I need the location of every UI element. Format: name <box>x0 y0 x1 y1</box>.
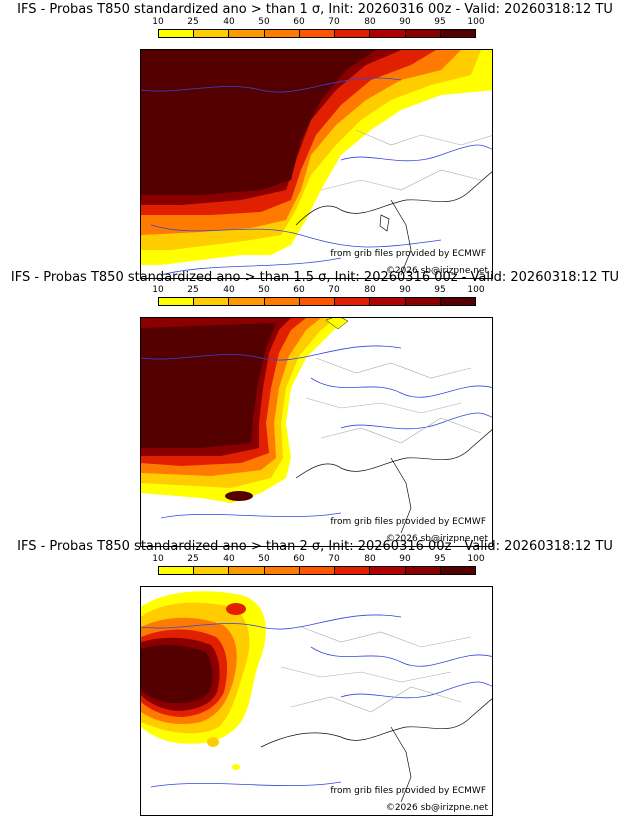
colorbar-swatch <box>440 30 475 37</box>
tick-label: 10 <box>152 554 164 564</box>
map-graphic <box>141 318 492 534</box>
tick-label: 100 <box>467 17 485 27</box>
tick-label: 40 <box>223 285 235 295</box>
tick-label: 95 <box>434 554 446 564</box>
copyright: ©2026 sb@irizpne.net <box>385 534 488 544</box>
colorbar-swatch <box>440 567 475 574</box>
copyright: ©2026 sb@irizpne.net <box>385 803 488 813</box>
colorbar-swatch <box>440 298 475 305</box>
tick-label: 70 <box>328 17 340 27</box>
source-credit: from grib files provided by ECMWF <box>330 249 486 259</box>
tick-label: 10 <box>152 285 164 295</box>
tick-label: 50 <box>258 17 270 27</box>
colorbar-swatch <box>194 567 230 574</box>
colorbar-swatch <box>229 30 265 37</box>
colorbar-swatch <box>299 567 336 574</box>
colorbar-labels: 10 25 40 50 60 70 80 90 95 100 <box>140 285 496 297</box>
colorbar-swatch <box>405 298 441 305</box>
colorbar-labels: 10 25 40 50 60 70 80 90 95 100 <box>140 554 496 566</box>
tick-label: 50 <box>258 554 270 564</box>
colorbar-labels: 10 25 40 50 60 70 80 90 95 100 <box>140 17 496 29</box>
map-panel-3: IFS - Probas T850 standardized ano > tha… <box>0 539 630 816</box>
tick-label: 60 <box>293 17 305 27</box>
colorbar-swatch <box>159 567 195 574</box>
tick-label: 70 <box>328 285 340 295</box>
colorbar-swatch <box>299 298 336 305</box>
tick-label: 60 <box>293 285 305 295</box>
tick-label: 50 <box>258 285 270 295</box>
colorbar-swatch <box>405 567 441 574</box>
colorbar-swatch <box>264 30 300 37</box>
colorbar-swatch <box>405 30 441 37</box>
colorbar-swatch <box>194 30 230 37</box>
colorbar-swatch <box>335 298 371 305</box>
colorbar-swatch <box>264 567 300 574</box>
colorbar <box>158 29 476 38</box>
tick-label: 90 <box>399 554 411 564</box>
source-credit: from grib files provided by ECMWF <box>330 517 486 527</box>
colorbar-swatch <box>335 30 371 37</box>
copyright: ©2026 sb@irizpne.net <box>385 266 488 276</box>
colorbar-swatch <box>299 30 336 37</box>
map-panel-2: IFS - Probas T850 standardized ano > tha… <box>0 270 630 547</box>
tick-label: 90 <box>399 285 411 295</box>
colorbar-swatch <box>264 298 300 305</box>
colorbar-swatch <box>159 30 195 37</box>
tick-label: 40 <box>223 17 235 27</box>
map-panel-1: IFS - Probas T850 standardized ano > tha… <box>0 2 630 279</box>
colorbar-swatch <box>229 298 265 305</box>
colorbar <box>158 566 476 575</box>
tick-label: 100 <box>467 554 485 564</box>
tick-label: 60 <box>293 554 305 564</box>
tick-label: 25 <box>187 285 199 295</box>
probability-map: from grib files provided by ECMWF ©2026 … <box>140 317 493 547</box>
tick-label: 95 <box>434 285 446 295</box>
colorbar-swatch <box>370 298 406 305</box>
tick-label: 95 <box>434 17 446 27</box>
tick-label: 80 <box>364 554 376 564</box>
probability-map: from grib files provided by ECMWF ©2026 … <box>140 586 493 816</box>
tick-label: 40 <box>223 554 235 564</box>
tick-label: 80 <box>364 17 376 27</box>
map-graphic <box>141 591 492 803</box>
panel-title: IFS - Probas T850 standardized ano > tha… <box>17 539 613 554</box>
tick-label: 25 <box>187 554 199 564</box>
colorbar-swatch <box>370 567 406 574</box>
tick-label: 90 <box>399 17 411 27</box>
colorbar-swatch <box>229 567 265 574</box>
colorbar-swatch <box>194 298 230 305</box>
tick-label: 80 <box>364 285 376 295</box>
map-graphic <box>141 50 492 276</box>
tick-label: 25 <box>187 17 199 27</box>
source-credit: from grib files provided by ECMWF <box>330 786 486 796</box>
colorbar <box>158 297 476 306</box>
colorbar-swatch <box>159 298 195 305</box>
panel-title: IFS - Probas T850 standardized ano > tha… <box>17 2 613 17</box>
tick-label: 70 <box>328 554 340 564</box>
tick-label: 10 <box>152 17 164 27</box>
panel-title: IFS - Probas T850 standardized ano > tha… <box>10 270 620 285</box>
colorbar-swatch <box>370 30 406 37</box>
tick-label: 100 <box>467 285 485 295</box>
colorbar-swatch <box>335 567 371 574</box>
probability-map: from grib files provided by ECMWF ©2026 … <box>140 49 493 279</box>
